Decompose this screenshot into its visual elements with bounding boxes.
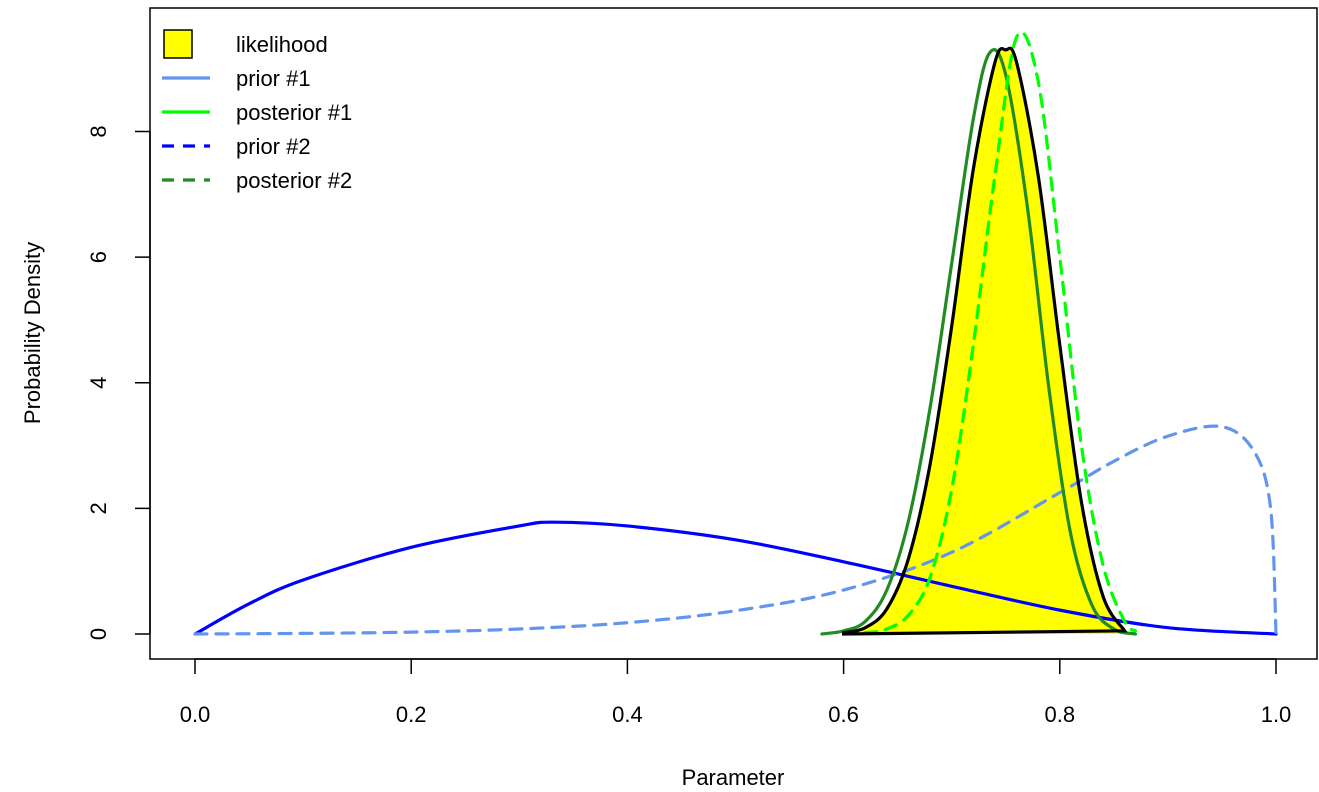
likelihood-fill [843,48,1125,634]
plot-area [193,30,1278,636]
likelihood-outline [842,46,1128,636]
x-axis: 0.0 0.2 0.4 0.6 0.8 1.0 [180,658,1292,727]
y-axis: 0 2 4 6 8 [86,125,151,640]
series-line-prior-1 [193,424,1278,636]
legend-label: likelihood [236,32,328,57]
series-line-posterior-1 [842,30,1138,636]
x-tick-label: 0.8 [1045,702,1076,727]
legend: likelihood prior #1 posterior #1 prior #2 po… [162,29,352,193]
y-tick-label: 0 [86,628,111,640]
y-tick-label: 8 [86,125,111,137]
y-tick-label: 6 [86,251,111,263]
y-tick-label: 4 [86,377,111,389]
x-tick-label: 1.0 [1261,702,1292,727]
x-tick-label: 0.2 [396,702,427,727]
x-axis-label: Parameter [682,765,785,790]
y-tick-label: 2 [86,502,111,514]
series-line-prior-2 [193,520,1278,636]
x-tick-label: 0.6 [828,702,859,727]
y-axis-label: Probability Density [20,242,45,424]
legend-label: posterior #1 [236,100,352,125]
legend-label: prior #1 [236,66,311,91]
legend-label: posterior #2 [236,168,352,193]
x-tick-label: 0.4 [612,702,643,727]
x-tick-label: 0.0 [180,702,211,727]
legend-swatch-likelihood [163,29,193,59]
legend-label: prior #2 [236,134,311,159]
series-line-posterior-2 [820,48,1138,636]
